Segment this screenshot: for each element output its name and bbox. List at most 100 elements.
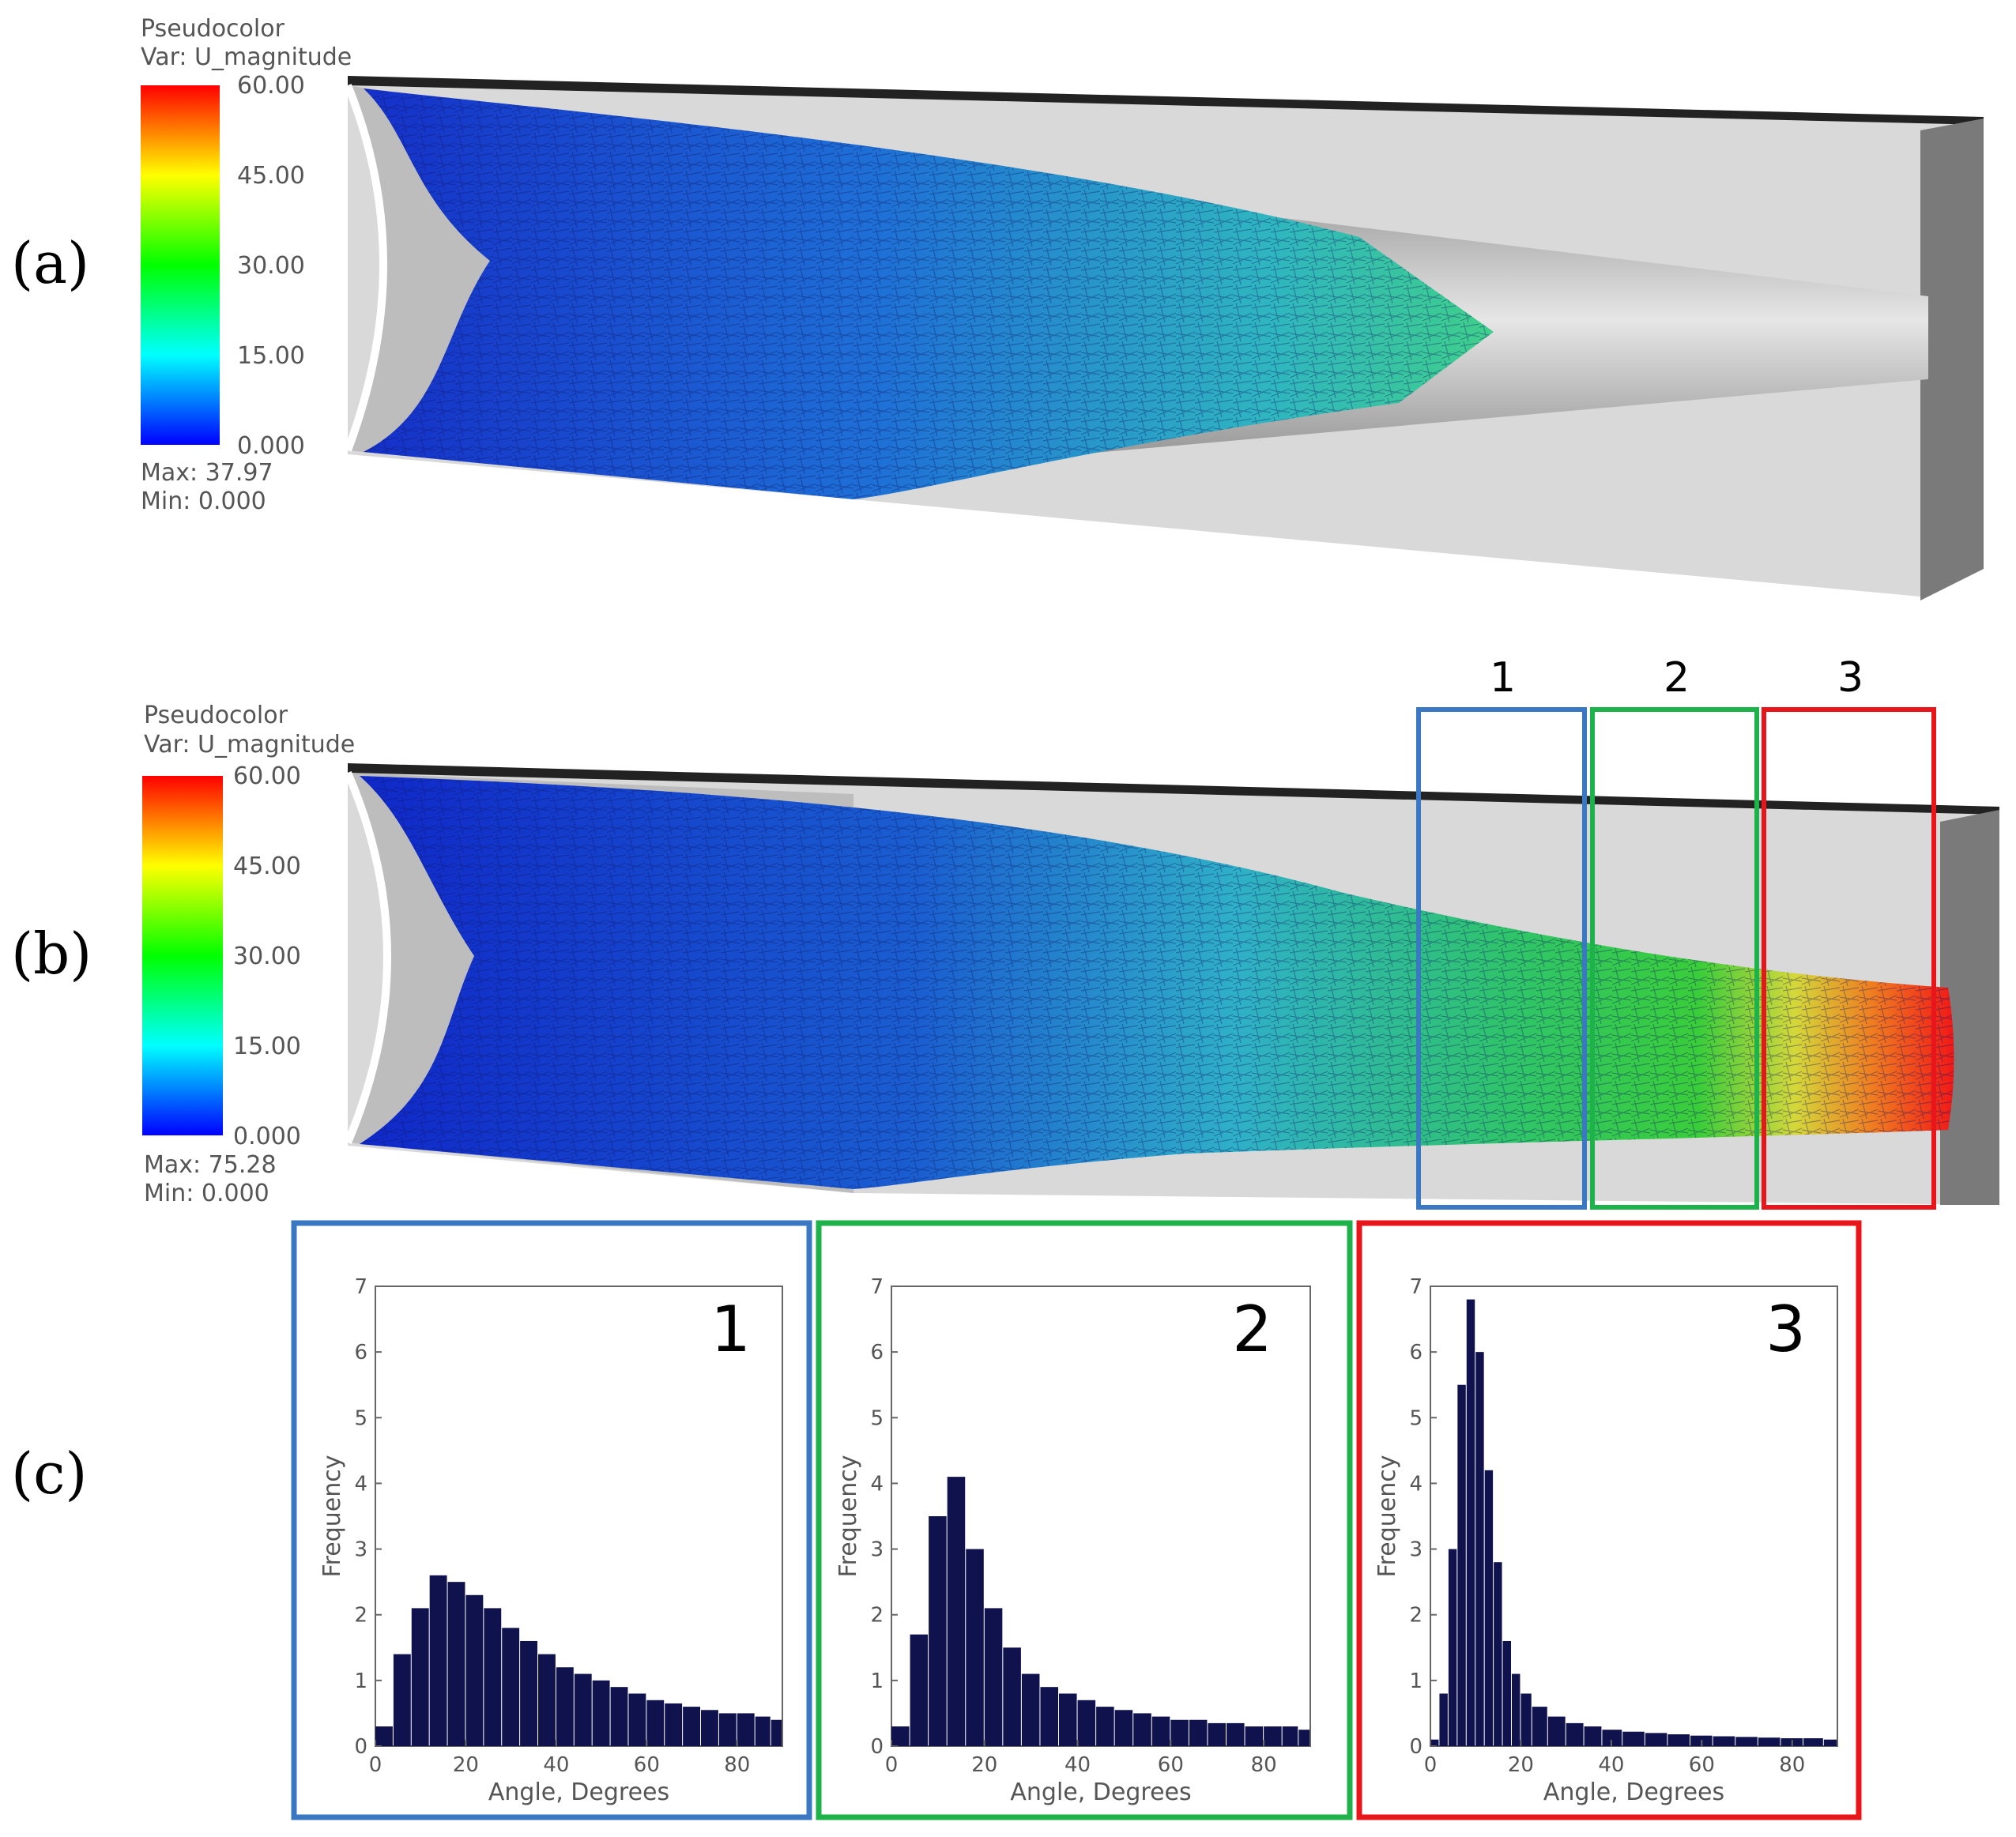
histogram-bar xyxy=(1547,1716,1566,1746)
x-tick-label: 0 xyxy=(369,1753,382,1777)
histogram-bar xyxy=(1208,1722,1226,1746)
zone-box-3 xyxy=(1762,707,1936,1210)
y-tick-label: 6 xyxy=(1409,1341,1423,1365)
histogram-bar xyxy=(910,1634,929,1746)
histogram-bar xyxy=(1803,1738,1823,1746)
x-tick-label: 0 xyxy=(885,1753,899,1777)
histogram-bar xyxy=(484,1608,502,1746)
x-tick-label: 80 xyxy=(724,1753,750,1777)
x-axis-label: Angle, Degrees xyxy=(1543,1779,1724,1806)
y-tick-label: 1 xyxy=(1409,1669,1423,1693)
y-tick-label: 5 xyxy=(870,1406,884,1430)
histogram-bar xyxy=(1021,1673,1040,1746)
legend-a-max: Max: 37.97 xyxy=(141,459,273,487)
histogram-bar xyxy=(1003,1647,1021,1746)
x-tick-label: 0 xyxy=(1424,1753,1438,1777)
y-tick-label: 2 xyxy=(1409,1604,1423,1628)
histogram-bar xyxy=(1170,1719,1189,1746)
histogram-bar xyxy=(1622,1731,1645,1746)
histogram-title: 2 xyxy=(1232,1293,1272,1366)
panel-a-label: (a) xyxy=(11,230,89,296)
histogram-bar xyxy=(1077,1700,1096,1746)
histogram-bar xyxy=(520,1640,537,1746)
histogram-bar xyxy=(1430,1739,1439,1746)
zone-box-2 xyxy=(1590,707,1759,1210)
histogram-bar xyxy=(1189,1719,1208,1746)
histogram-title: 1 xyxy=(710,1293,751,1366)
histogram-bar xyxy=(718,1713,737,1746)
histogram-bar xyxy=(1520,1693,1532,1746)
histogram-1: 0 20 40 60 80 0 1 2 3 4 5 6 7 Angle, Degrees Frequency… xyxy=(318,1275,783,1806)
histogram-3: 0 20 40 60 80 0 1 2 3 4 5 6 7 Angle, Degrees Frequency… xyxy=(1374,1275,1838,1806)
x-tick-label: 60 xyxy=(1158,1753,1184,1777)
histogram-bar xyxy=(1645,1733,1667,1746)
y-tick-label: 6 xyxy=(354,1341,367,1365)
legend-b-title: Pseudocolor xyxy=(144,702,288,729)
histogram-bar xyxy=(1823,1739,1837,1746)
histogram-bar xyxy=(1059,1693,1077,1746)
histogram-bar xyxy=(1040,1687,1058,1746)
y-axis-label: Frequency xyxy=(318,1455,346,1578)
histogram-bar xyxy=(628,1693,646,1746)
colorbar-a-ramp xyxy=(141,85,220,445)
colorbar-b-tick: 45.00 xyxy=(233,853,301,880)
legend-a-min: Min: 0.000 xyxy=(141,487,266,515)
panel-a: (a) Pseudocolor Var: U_magnitude 60.00 4… xyxy=(11,15,1984,600)
legend-b-var: Var: U_magnitude xyxy=(144,731,355,759)
histogram-bar xyxy=(683,1707,700,1746)
x-tick-label: 20 xyxy=(971,1753,997,1777)
histogram-bar xyxy=(1602,1730,1622,1746)
panel-b-label: (b) xyxy=(11,920,92,987)
x-tick-label: 40 xyxy=(1598,1753,1624,1777)
legend-b-min: Min: 0.000 xyxy=(144,1180,269,1207)
histogram-bar xyxy=(929,1516,947,1746)
y-tick-label: 1 xyxy=(870,1669,884,1693)
y-tick-label: 7 xyxy=(1409,1275,1423,1299)
histogram-bar xyxy=(1758,1737,1780,1746)
zone-boxes: 1 2 3 xyxy=(1416,654,1936,1210)
histogram-bar xyxy=(1298,1730,1309,1746)
legend-a-var: Var: U_magnitude xyxy=(141,43,352,71)
y-tick-label: 3 xyxy=(354,1538,367,1562)
y-tick-label: 1 xyxy=(354,1669,367,1693)
histogram-bar xyxy=(966,1549,984,1746)
y-axis-label: Frequency xyxy=(835,1455,862,1578)
histogram-bar xyxy=(701,1710,718,1746)
colorbar-b-tick: 15.00 xyxy=(233,1033,301,1060)
histogram-bar xyxy=(755,1716,771,1746)
geometry-a xyxy=(344,76,1984,600)
colorbar-b-tick: 60.00 xyxy=(233,762,301,790)
histogram-bar xyxy=(984,1608,1003,1746)
histogram-bar xyxy=(375,1726,393,1746)
zone-box-1 xyxy=(1416,707,1587,1210)
colorbar-b-tick: 0.000 xyxy=(233,1123,301,1150)
histogram-bar xyxy=(1713,1736,1735,1746)
histogram-bar xyxy=(465,1594,484,1746)
histogram-bar xyxy=(1457,1384,1466,1746)
colorbar-a-tick: 15.00 xyxy=(237,342,305,370)
legend-a-title: Pseudocolor xyxy=(141,15,285,43)
histogram-bar xyxy=(574,1673,592,1746)
x-tick-label: 20 xyxy=(453,1753,479,1777)
panel-b: (b) Pseudocolor Var: U_magnitude 60.00 4… xyxy=(11,654,1999,1210)
histogram-bar xyxy=(1584,1726,1602,1746)
y-tick-label: 0 xyxy=(1409,1735,1423,1759)
histogram-bar xyxy=(1475,1352,1484,1746)
histogram-bar xyxy=(947,1477,966,1746)
histogram-bar xyxy=(1133,1713,1151,1746)
colorbar-b: Pseudocolor Var: U_magnitude 60.00 45.00… xyxy=(142,702,355,1207)
histogram-bar xyxy=(393,1654,411,1746)
histogram-bar xyxy=(610,1687,628,1746)
histogram-bar xyxy=(1439,1693,1448,1746)
histogram-bar xyxy=(1466,1299,1475,1746)
histogram-title: 3 xyxy=(1765,1293,1806,1366)
histogram-bar xyxy=(538,1654,556,1746)
zone-label-1: 1 xyxy=(1490,654,1516,702)
x-tick-label: 20 xyxy=(1508,1753,1534,1777)
x-tick-label: 60 xyxy=(1689,1753,1715,1777)
y-tick-label: 6 xyxy=(870,1341,884,1365)
histogram-bar xyxy=(1227,1722,1245,1746)
histogram-bar xyxy=(1245,1726,1264,1746)
